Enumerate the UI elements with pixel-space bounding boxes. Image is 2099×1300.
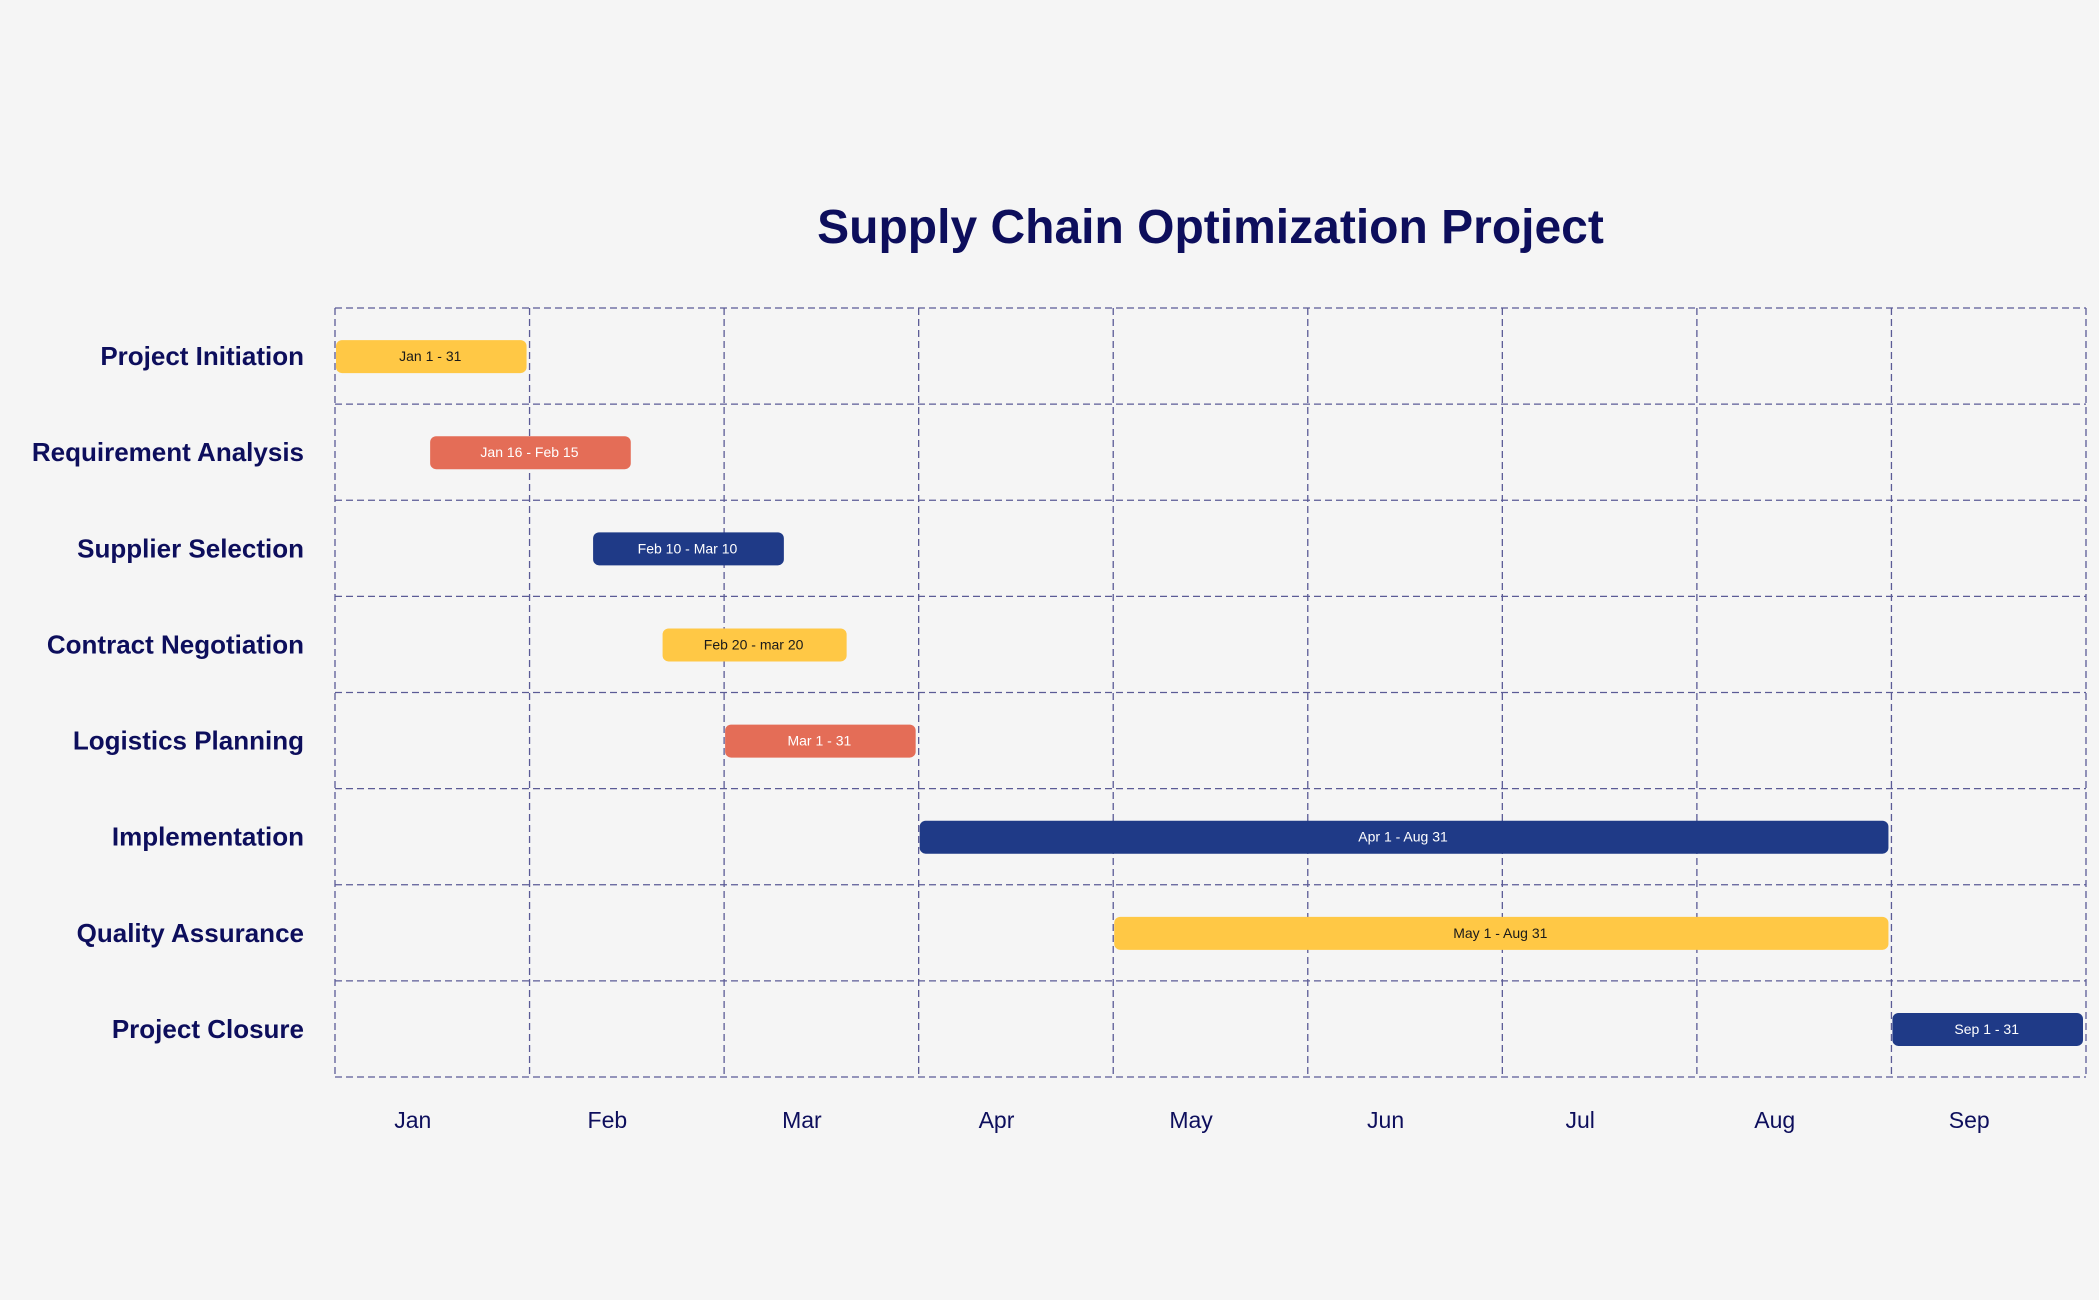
- task-bar-label: Feb 20 - mar 20: [704, 636, 804, 652]
- task-label: Project Initiation: [100, 341, 304, 371]
- task-bar: [430, 436, 631, 470]
- task-bar: [1114, 916, 1889, 950]
- task-label: Implementation: [112, 822, 304, 852]
- task-bar: [593, 532, 784, 566]
- x-tick-label: Jun: [1367, 1107, 1404, 1133]
- task-bar-label: Mar 1 - 31: [787, 733, 851, 749]
- task-label: Supplier Selection: [77, 533, 304, 563]
- task-bar: [1892, 1012, 2083, 1046]
- x-tick-label: Feb: [588, 1107, 628, 1133]
- task-bar-label: Feb 10 - Mar 10: [638, 540, 738, 556]
- task-bar: [336, 340, 527, 374]
- x-tick-label: Jul: [1565, 1107, 1594, 1133]
- task-bar: [662, 628, 847, 662]
- task-bar-label: Jan 16 - Feb 15: [480, 444, 578, 460]
- task-bar-label: May 1 - Aug 31: [1453, 925, 1547, 941]
- task-bar: [725, 724, 916, 758]
- x-tick-label: Apr: [979, 1107, 1015, 1133]
- x-tick-label: Jan: [394, 1107, 431, 1133]
- task-bar-label: Apr 1 - Aug 31: [1358, 829, 1448, 845]
- x-tick-label: Sep: [1949, 1107, 1990, 1133]
- task-label: Quality Assurance: [77, 918, 304, 948]
- task-label: Requirement Analysis: [32, 437, 304, 467]
- task-label: Project Closure: [112, 1014, 304, 1044]
- task-bar-label: Sep 1 - 31: [1954, 1021, 2019, 1037]
- task-bar-label: Jan 1 - 31: [399, 348, 461, 364]
- chart-title: Supply Chain Optimization Project: [817, 201, 1604, 254]
- task-label: Logistics Planning: [73, 726, 304, 756]
- x-tick-label: Aug: [1754, 1107, 1795, 1133]
- x-tick-label: Mar: [782, 1107, 822, 1133]
- task-bar: [919, 820, 1889, 854]
- x-tick-label: May: [1169, 1107, 1213, 1133]
- task-label: Contract Negotiation: [47, 629, 304, 659]
